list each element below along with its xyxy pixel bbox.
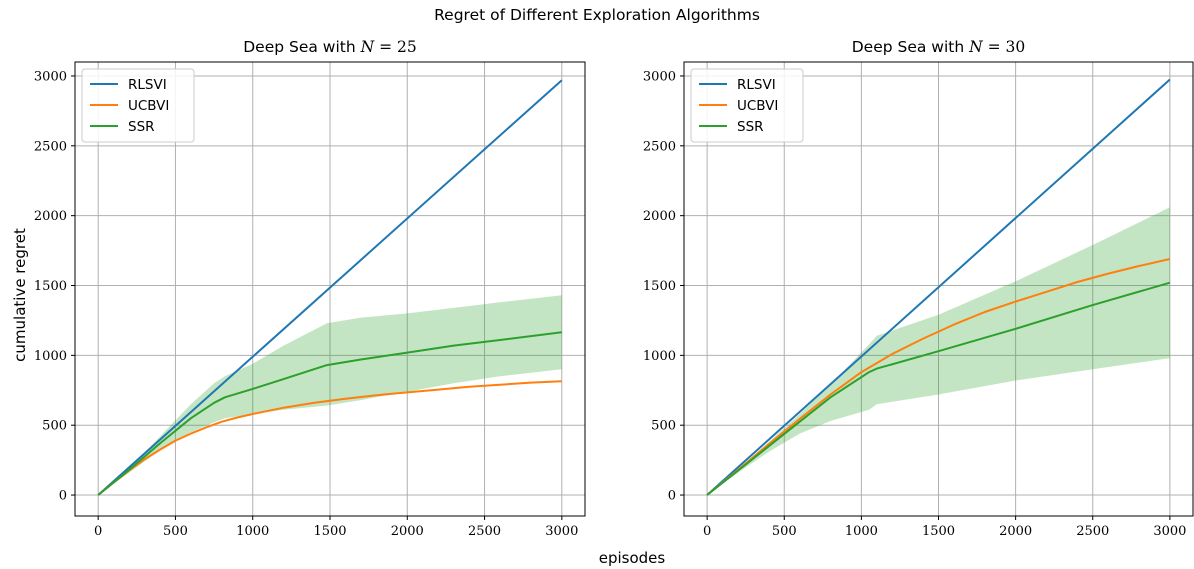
x-axis-label: episodes bbox=[599, 549, 666, 567]
x-tick-label: 3000 bbox=[545, 524, 578, 539]
y-tick-label: 500 bbox=[42, 419, 67, 434]
series-line-ucbvi bbox=[706, 258, 1171, 496]
y-tick-label: 2000 bbox=[34, 209, 67, 224]
axes-frame bbox=[74, 61, 586, 517]
series-line-ucbvi bbox=[97, 380, 562, 496]
subplot-title: Deep Sea with N = 30 bbox=[852, 38, 1026, 56]
y-tick-label: 1000 bbox=[34, 349, 67, 364]
legend-label-ucbvi: UCBVI bbox=[737, 98, 778, 114]
axes-frame bbox=[683, 61, 1194, 517]
legend-label-rlsvi: RLSVI bbox=[128, 77, 167, 93]
figure-suptitle: Regret of Different Exploration Algorith… bbox=[434, 6, 760, 24]
legend-label-ucbvi: UCBVI bbox=[128, 98, 169, 114]
legend-label-ssr: SSR bbox=[737, 119, 764, 135]
y-tick-label: 3000 bbox=[34, 69, 67, 84]
legend: RLSVI UCBVI SSR bbox=[690, 68, 804, 143]
x-tick-label: 2500 bbox=[468, 524, 501, 539]
x-tick-label: 1000 bbox=[236, 524, 269, 539]
y-tick-label: 2500 bbox=[643, 139, 676, 154]
x-tick-label: 500 bbox=[772, 524, 797, 539]
x-tick-label: 0 bbox=[94, 524, 102, 539]
series-line-ssr bbox=[706, 281, 1171, 496]
y-axis-label: cumulative regret bbox=[11, 228, 29, 362]
series-line-rlsvi bbox=[706, 78, 1171, 496]
subplot-n25: Deep Sea with N = 25 0 500 1000 1500 2000 2500… bbox=[34, 38, 586, 539]
y-tick-label: 0 bbox=[668, 489, 676, 504]
legend-label-ssr: SSR bbox=[128, 119, 155, 135]
y-tick-label: 500 bbox=[651, 419, 676, 434]
series-line-ssr bbox=[97, 331, 562, 496]
x-tick-label: 1500 bbox=[313, 524, 346, 539]
x-tick-label: 0 bbox=[703, 524, 711, 539]
legend: RLSVI UCBVI SSR bbox=[81, 68, 195, 143]
subplot-title: Deep Sea with N = 25 bbox=[243, 38, 417, 56]
x-tick-label: 500 bbox=[163, 524, 188, 539]
x-tick-label: 3000 bbox=[1153, 524, 1186, 539]
grid bbox=[75, 62, 585, 516]
legend-label-rlsvi: RLSVI bbox=[737, 77, 776, 93]
y-tick-label: 3000 bbox=[643, 69, 676, 84]
y-tick-label: 2500 bbox=[34, 139, 67, 154]
x-tick-label: 2000 bbox=[391, 524, 424, 539]
y-tick-label: 2000 bbox=[643, 209, 676, 224]
x-tick-label: 1000 bbox=[845, 524, 878, 539]
subplot-n30: Deep Sea with N = 30 0 500 1000 1500 2000 2500… bbox=[643, 38, 1194, 539]
ssr-confidence-band bbox=[98, 295, 562, 495]
y-tick-label: 1500 bbox=[643, 279, 676, 294]
x-tick-label: 2500 bbox=[1076, 524, 1109, 539]
x-tick-label: 1500 bbox=[922, 524, 955, 539]
y-tick-label: 1500 bbox=[34, 279, 67, 294]
series-line-rlsvi bbox=[97, 79, 563, 496]
x-tick-label: 2000 bbox=[999, 524, 1032, 539]
y-tick-label: 0 bbox=[59, 489, 67, 504]
y-tick-label: 1000 bbox=[643, 349, 676, 364]
